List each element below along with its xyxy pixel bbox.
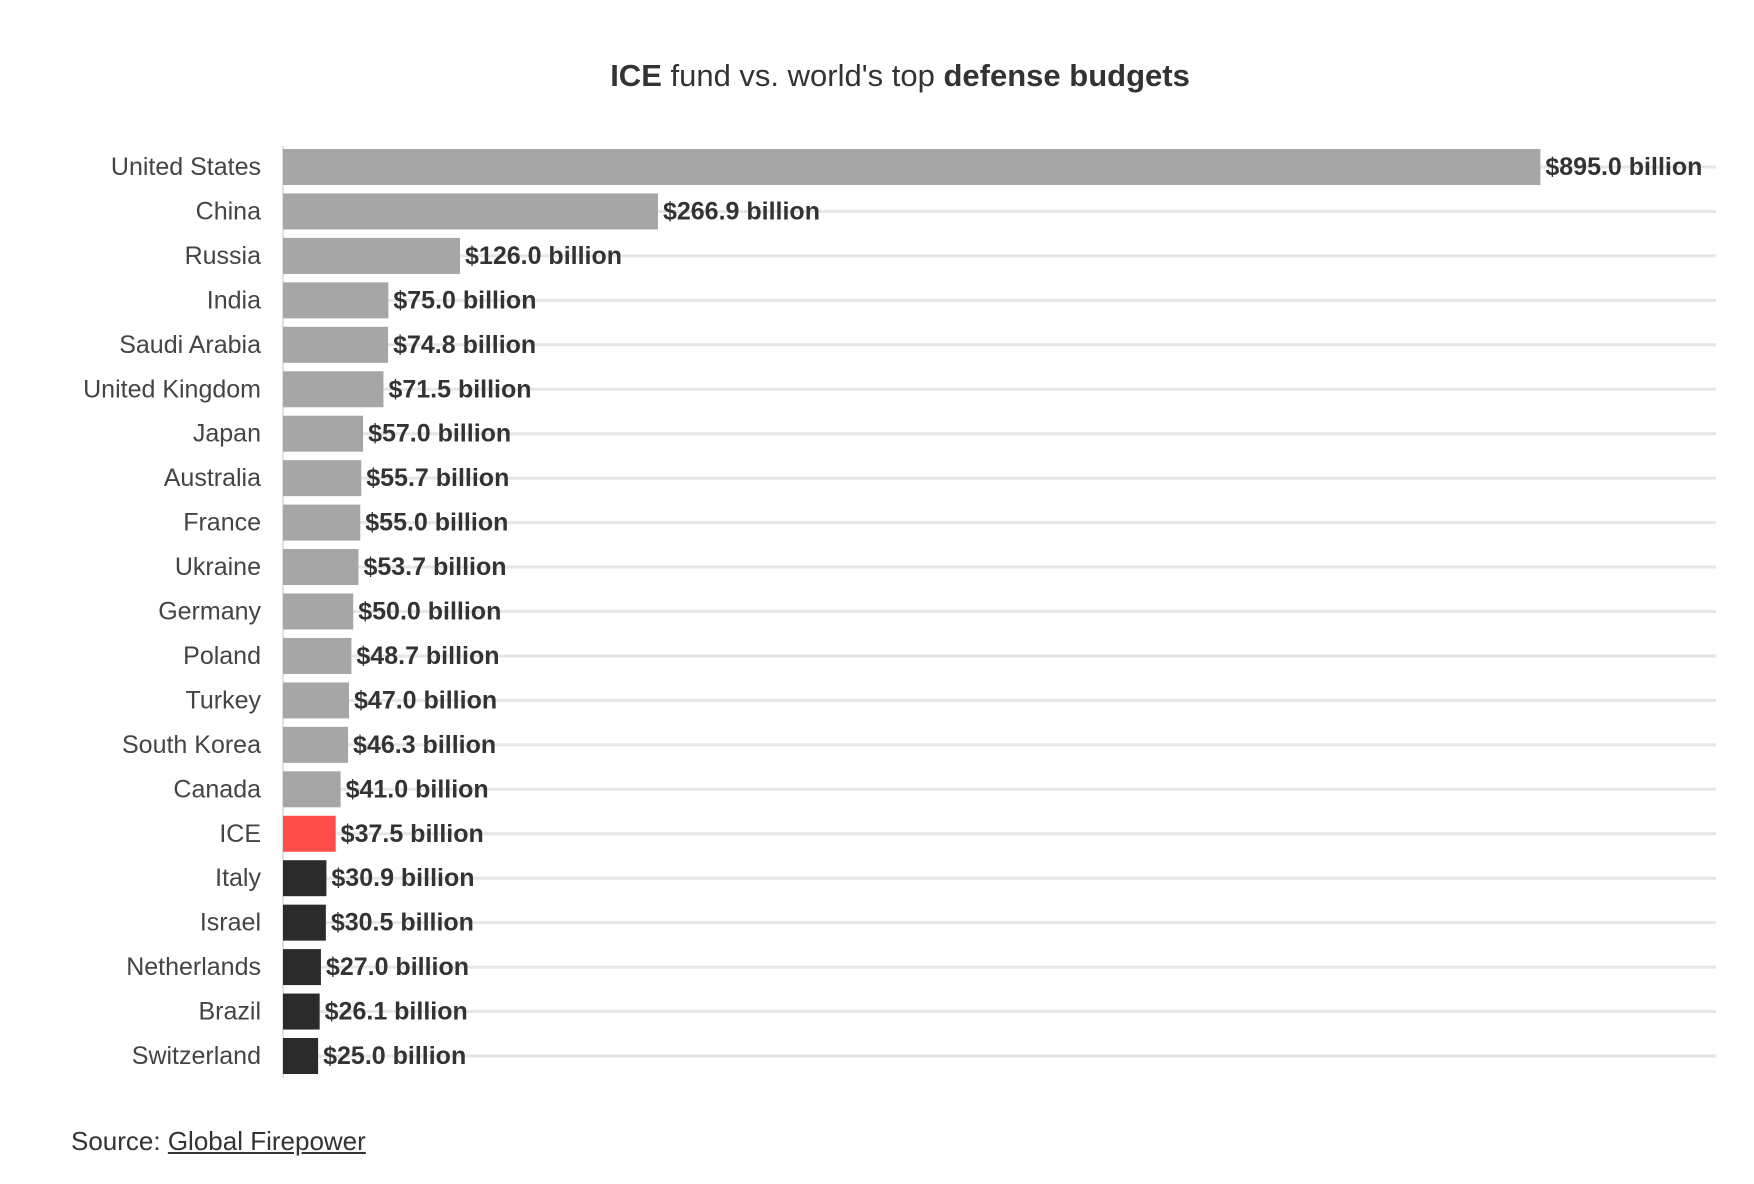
bar-china bbox=[283, 193, 658, 230]
category-label-ice: ICE bbox=[219, 820, 261, 848]
bar-russia bbox=[283, 237, 461, 274]
source-link[interactable]: Global Firepower bbox=[167, 1126, 366, 1156]
category-label-india: India bbox=[207, 286, 261, 314]
category-label-israel: Israel bbox=[200, 909, 261, 937]
bar-japan bbox=[283, 415, 364, 452]
value-label-poland: $48.7 billion bbox=[356, 642, 499, 670]
value-label-japan: $57.0 billion bbox=[368, 420, 511, 448]
value-label-italy: $30.9 billion bbox=[331, 864, 474, 892]
category-label-ukraine: Ukraine bbox=[175, 553, 261, 581]
bar-south-korea bbox=[283, 726, 349, 763]
category-labels: United States China Russia India Saudi Arabi… bbox=[83, 153, 261, 1070]
category-label-russia: Russia bbox=[185, 242, 262, 270]
value-label-ice: $37.5 billion bbox=[341, 820, 484, 848]
value-label-france: $55.0 billion bbox=[365, 509, 508, 537]
category-label-brazil: Brazil bbox=[198, 998, 261, 1026]
category-label-united-states: United States bbox=[111, 153, 261, 181]
bar-united-kingdom bbox=[283, 371, 384, 408]
category-label-switzerland: Switzerland bbox=[132, 1042, 261, 1070]
bar-netherlands bbox=[283, 949, 321, 986]
category-label-turkey: Turkey bbox=[186, 686, 262, 714]
value-label-netherlands: $27.0 billion bbox=[326, 953, 469, 981]
value-label-united-states: $895.0 billion bbox=[1545, 153, 1702, 181]
category-label-united-kingdom: United Kingdom bbox=[83, 375, 261, 403]
value-labels: $895.0 billion $266.9 billion $126.0 billi… bbox=[323, 153, 1702, 1070]
bars bbox=[283, 149, 1541, 1074]
category-label-canada: Canada bbox=[173, 775, 261, 803]
bar-germany bbox=[283, 593, 354, 630]
value-label-ukraine: $53.7 billion bbox=[363, 553, 506, 581]
value-label-israel: $30.5 billion bbox=[331, 909, 474, 937]
category-label-netherlands: Netherlands bbox=[126, 953, 261, 981]
bar-ice bbox=[283, 815, 336, 852]
value-label-russia: $126.0 billion bbox=[465, 242, 622, 270]
value-label-saudi-arabia: $74.8 billion bbox=[393, 331, 536, 359]
category-label-france: France bbox=[183, 509, 261, 537]
value-label-australia: $55.7 billion bbox=[366, 464, 509, 492]
gridlines bbox=[283, 165, 1716, 1058]
bar-ukraine bbox=[283, 549, 359, 586]
category-label-china: China bbox=[196, 197, 261, 225]
bar-turkey bbox=[283, 682, 350, 719]
category-label-australia: Australia bbox=[164, 464, 261, 492]
value-label-canada: $41.0 billion bbox=[346, 775, 489, 803]
bar-switzerland bbox=[283, 1038, 319, 1074]
bar-india bbox=[283, 282, 389, 319]
bar-poland bbox=[283, 637, 352, 674]
value-label-china: $266.9 billion bbox=[663, 197, 820, 225]
value-label-switzerland: $25.0 billion bbox=[323, 1042, 466, 1070]
source-label: Source: bbox=[71, 1126, 168, 1156]
title-part-2: fund vs. world's top bbox=[661, 58, 944, 93]
title-part-3: defense budgets bbox=[943, 58, 1190, 93]
category-label-poland: Poland bbox=[183, 642, 261, 670]
bar-brazil bbox=[283, 993, 320, 1030]
chart-title: ICE fund vs. world's top defense budgets bbox=[0, 58, 1754, 94]
bar-france bbox=[283, 504, 361, 541]
source-line: Source: Global Firepower bbox=[71, 1126, 366, 1157]
bar-canada bbox=[283, 771, 341, 808]
value-label-turkey: $47.0 billion bbox=[354, 686, 497, 714]
value-label-germany: $50.0 billion bbox=[358, 598, 501, 626]
bar-australia bbox=[283, 460, 362, 497]
bar-saudi-arabia bbox=[283, 326, 389, 363]
category-label-saudi-arabia: Saudi Arabia bbox=[119, 331, 261, 359]
bar-united-states bbox=[283, 149, 1541, 185]
value-label-brazil: $26.1 billion bbox=[325, 998, 468, 1026]
category-label-south-korea: South Korea bbox=[122, 731, 261, 759]
category-label-italy: Italy bbox=[215, 864, 261, 892]
title-part-1: ICE bbox=[610, 58, 662, 93]
value-label-united-kingdom: $71.5 billion bbox=[388, 375, 531, 403]
bar-italy bbox=[283, 860, 327, 897]
category-label-germany: Germany bbox=[158, 598, 261, 626]
category-label-japan: Japan bbox=[193, 420, 261, 448]
value-label-south-korea: $46.3 billion bbox=[353, 731, 496, 759]
value-label-india: $75.0 billion bbox=[393, 286, 536, 314]
bar-israel bbox=[283, 904, 326, 941]
